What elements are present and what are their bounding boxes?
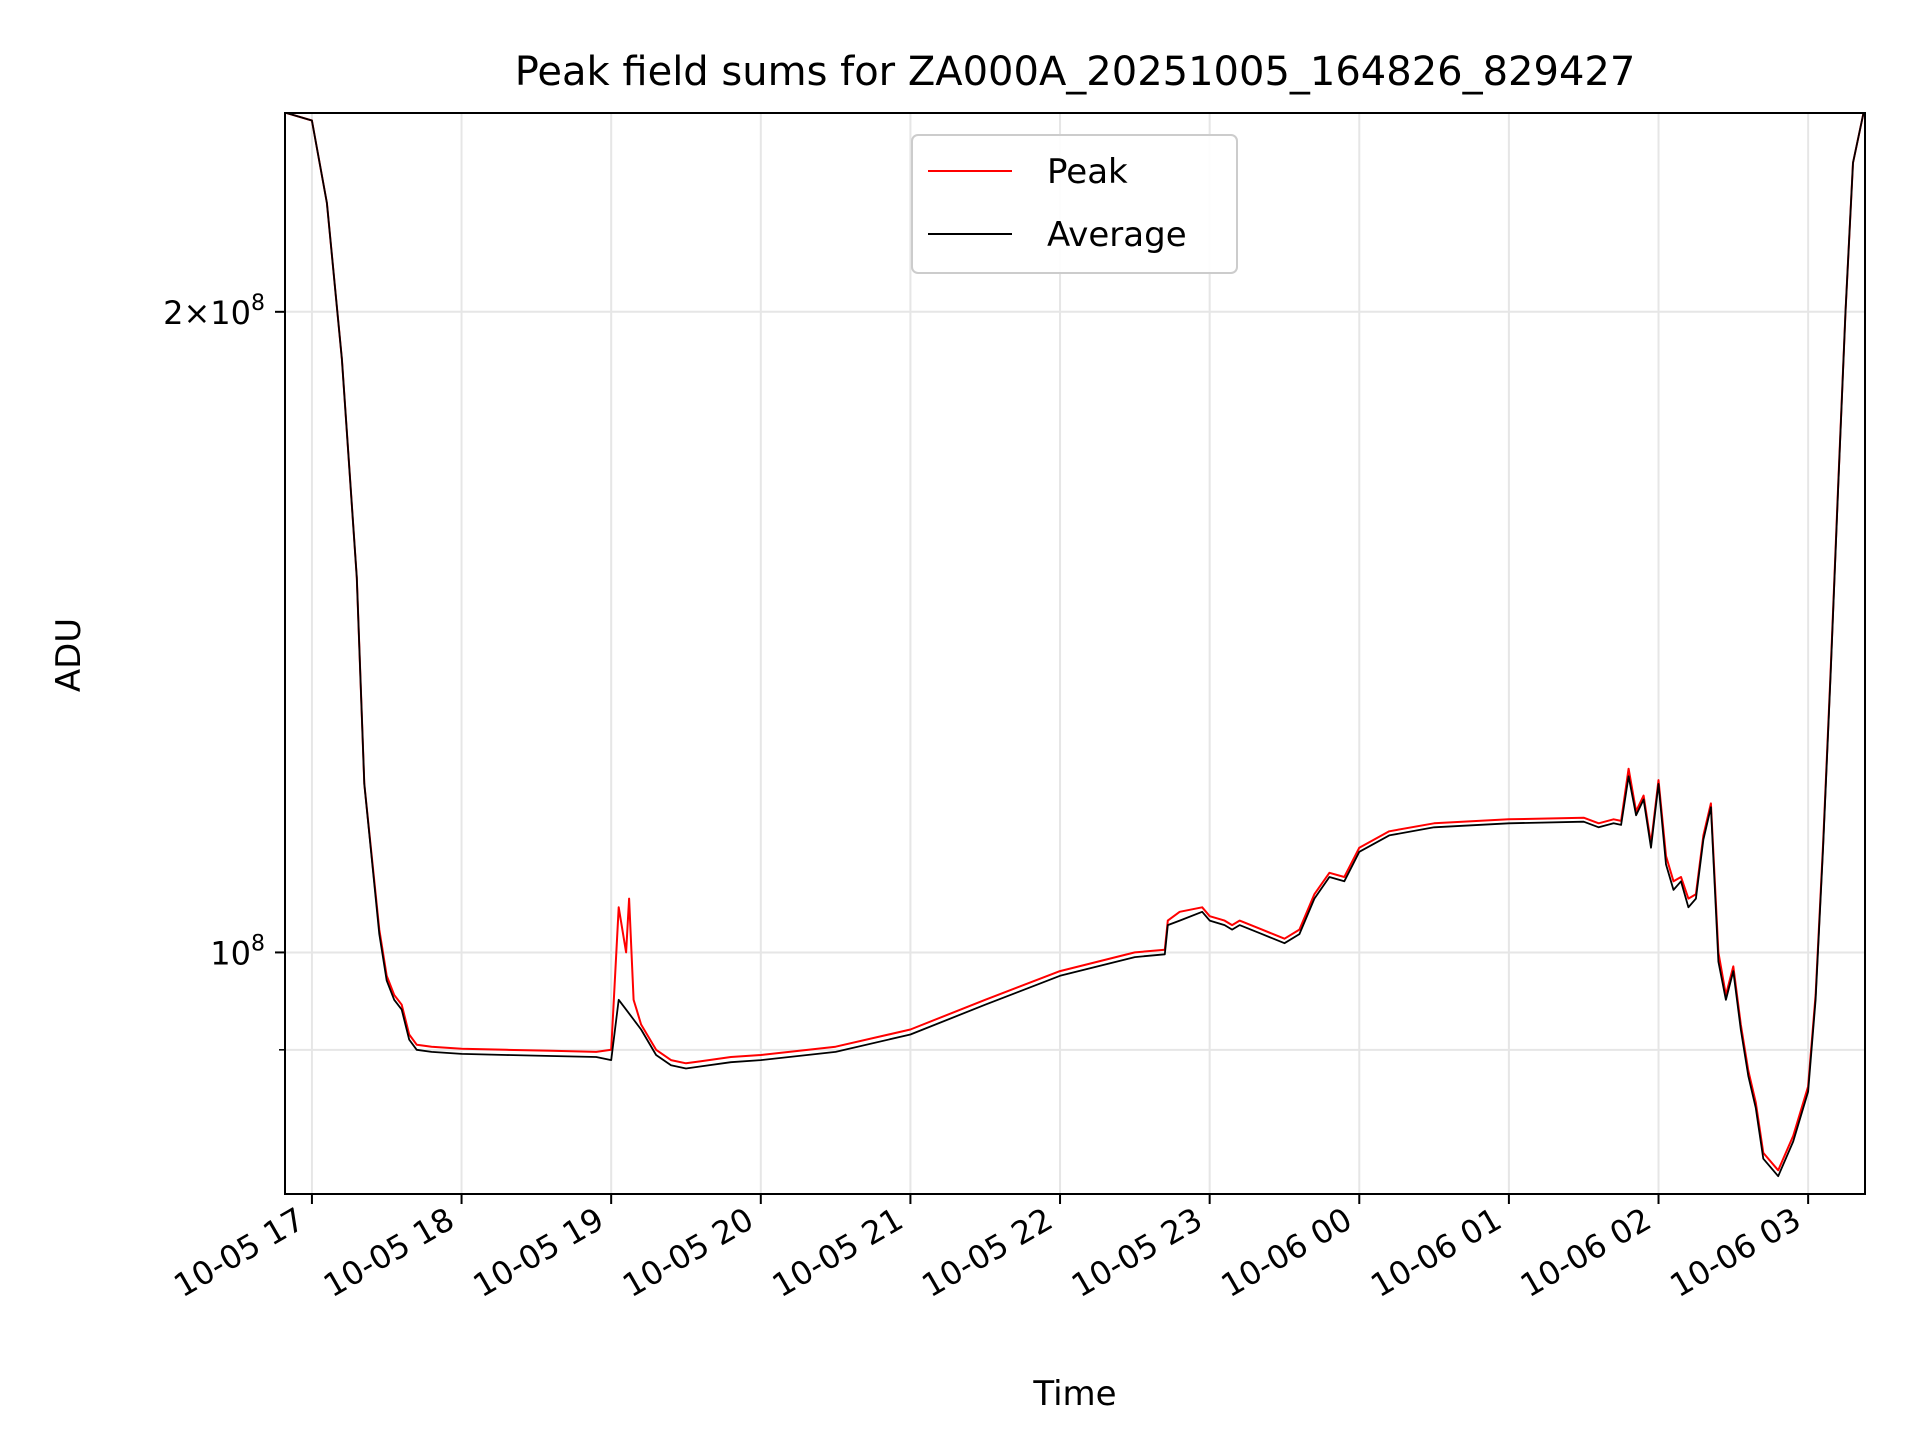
legend: Peak Average bbox=[911, 134, 1238, 274]
series-group bbox=[286, 113, 1865, 1178]
x-axis-label: Time bbox=[1032, 1374, 1116, 1414]
series-line-peak bbox=[286, 113, 1865, 1172]
legend-label-peak: Peak bbox=[1047, 152, 1128, 192]
chart-title: Peak field sums for ZA000A_20251005_1648… bbox=[515, 49, 1636, 95]
legend-box bbox=[911, 134, 1238, 274]
legend-label-average: Average bbox=[1047, 215, 1187, 255]
y-axis-label: ADU bbox=[49, 618, 89, 692]
plot-frame bbox=[284, 112, 1866, 1195]
y-tick-label: 2×108 bbox=[163, 291, 265, 332]
series-line-average bbox=[286, 113, 1865, 1178]
grid bbox=[285, 113, 1865, 1194]
